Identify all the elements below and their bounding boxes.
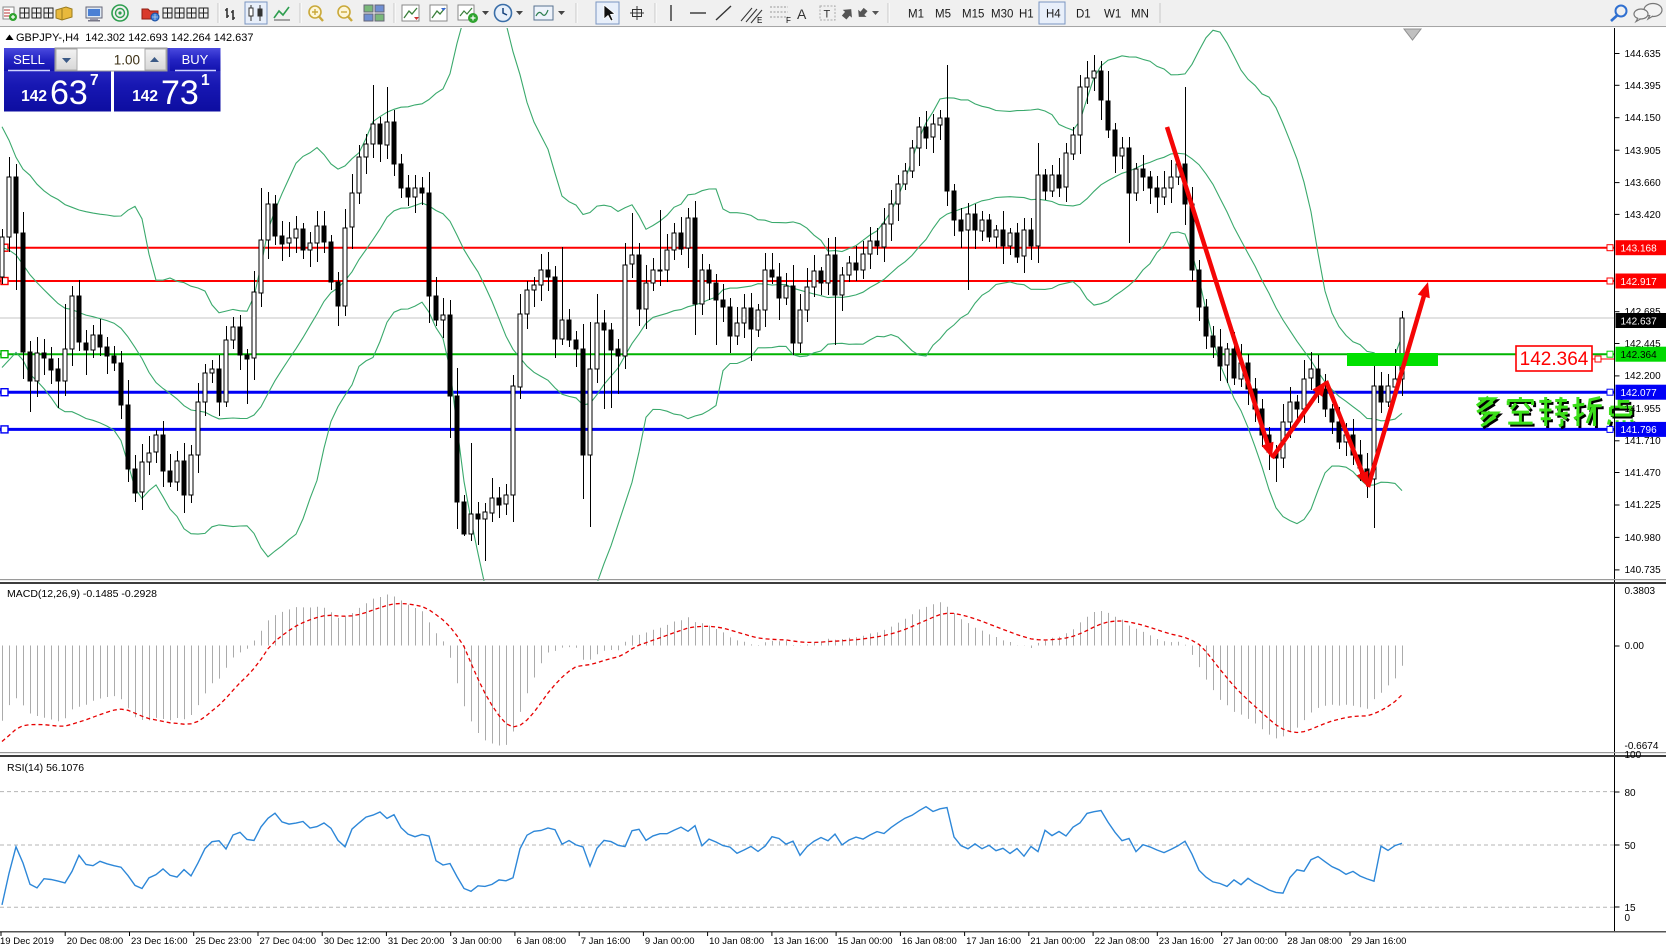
svg-text:141.796: 141.796	[1621, 425, 1658, 436]
svg-text:63: 63	[50, 74, 88, 112]
svg-text:141.470: 141.470	[1625, 468, 1662, 479]
svg-text:143.168: 143.168	[1621, 244, 1658, 255]
svg-text:6 Jan 08:00: 6 Jan 08:00	[516, 936, 566, 947]
svg-text:22 Jan 08:00: 22 Jan 08:00	[1095, 936, 1150, 947]
svg-text:20 Dec 08:00: 20 Dec 08:00	[67, 936, 124, 947]
svg-text:9 Jan 00:00: 9 Jan 00:00	[645, 936, 695, 947]
svg-text:142.200: 142.200	[1625, 371, 1662, 382]
svg-text:23 Jan 16:00: 23 Jan 16:00	[1159, 936, 1214, 947]
svg-text:23 Dec 16:00: 23 Dec 16:00	[131, 936, 188, 947]
svg-text:21 Jan 00:00: 21 Jan 00:00	[1030, 936, 1085, 947]
svg-text:144.635: 144.635	[1625, 49, 1662, 60]
svg-text:28 Jan 08:00: 28 Jan 08:00	[1287, 936, 1342, 947]
svg-text:50: 50	[1625, 841, 1637, 852]
svg-text:27 Jan 00:00: 27 Jan 00:00	[1223, 936, 1278, 947]
svg-text:29 Jan 16:00: 29 Jan 16:00	[1352, 936, 1407, 947]
svg-text:M1: M1	[908, 9, 924, 21]
svg-text:0: 0	[1625, 913, 1631, 924]
svg-text:143.905: 143.905	[1625, 146, 1662, 157]
svg-text:1.00: 1.00	[114, 53, 140, 68]
svg-text:F: F	[786, 16, 791, 25]
svg-text:A: A	[797, 6, 807, 22]
svg-text:142: 142	[21, 88, 47, 105]
svg-text:142.637: 142.637	[1621, 316, 1658, 327]
svg-text:142: 142	[132, 88, 158, 105]
svg-text:144.395: 144.395	[1625, 81, 1662, 92]
svg-text:MN: MN	[1131, 9, 1149, 21]
svg-text:D1: D1	[1076, 9, 1091, 21]
svg-text:M5: M5	[935, 9, 951, 21]
svg-text:142.917: 142.917	[1621, 277, 1658, 288]
svg-text:25 Dec 23:00: 25 Dec 23:00	[195, 936, 252, 947]
svg-text:19 Dec 2019: 19 Dec 2019	[0, 936, 54, 947]
svg-text:M15: M15	[962, 9, 984, 21]
svg-text:142.077: 142.077	[1621, 388, 1658, 399]
svg-text:80: 80	[1625, 788, 1637, 799]
svg-text:7 Jan 16:00: 7 Jan 16:00	[581, 936, 631, 947]
svg-text:142.364: 142.364	[1621, 350, 1658, 361]
svg-text:15: 15	[1625, 903, 1637, 914]
svg-text:13 Jan 16:00: 13 Jan 16:00	[773, 936, 828, 947]
svg-text:27 Dec 04:00: 27 Dec 04:00	[260, 936, 317, 947]
svg-text:141.710: 141.710	[1625, 436, 1662, 447]
svg-text:SELL: SELL	[13, 52, 45, 67]
svg-text:142.445: 142.445	[1625, 339, 1662, 350]
svg-text:141.955: 141.955	[1625, 404, 1662, 415]
svg-text:T: T	[824, 9, 831, 21]
svg-text:144.150: 144.150	[1625, 113, 1662, 124]
svg-text:31 Dec 20:00: 31 Dec 20:00	[388, 936, 445, 947]
svg-text:H4: H4	[1046, 9, 1061, 21]
svg-text:GBPJPY-,H4 142.302 142.693 14: GBPJPY-,H4 142.302 142.693 142.264 142.6…	[16, 32, 254, 44]
svg-text:73: 73	[161, 74, 199, 112]
svg-text:MACD(12,26,9) -0.1485 -0.2928: MACD(12,26,9) -0.1485 -0.2928	[7, 588, 157, 600]
svg-text:15 Jan 00:00: 15 Jan 00:00	[838, 936, 893, 947]
svg-text:0.3803: 0.3803	[1625, 586, 1656, 597]
svg-text:0.00: 0.00	[1625, 641, 1645, 652]
svg-text:30 Dec 12:00: 30 Dec 12:00	[324, 936, 381, 947]
svg-text:142.364: 142.364	[1520, 349, 1589, 370]
svg-text:142.685: 142.685	[1625, 307, 1662, 318]
svg-text:W1: W1	[1104, 9, 1121, 21]
svg-text:143.660: 143.660	[1625, 178, 1662, 189]
svg-text:3 Jan 00:00: 3 Jan 00:00	[452, 936, 502, 947]
svg-text:-0.6674: -0.6674	[1625, 741, 1659, 752]
svg-text:M30: M30	[991, 9, 1013, 21]
svg-text:16 Jan 08:00: 16 Jan 08:00	[902, 936, 957, 947]
svg-text:H1: H1	[1019, 9, 1034, 21]
svg-text:RSI(14) 56.1076: RSI(14) 56.1076	[7, 762, 84, 774]
svg-text:141.225: 141.225	[1625, 500, 1662, 511]
svg-text:140.980: 140.980	[1625, 533, 1662, 544]
svg-text:17 Jan 16:00: 17 Jan 16:00	[966, 936, 1021, 947]
svg-text:140.735: 140.735	[1625, 565, 1662, 576]
svg-text:143.420: 143.420	[1625, 210, 1662, 221]
svg-text:100: 100	[1625, 750, 1642, 761]
svg-text:E: E	[757, 16, 762, 25]
svg-text:BUY: BUY	[182, 52, 209, 67]
svg-text:1: 1	[201, 72, 210, 89]
svg-text:7: 7	[90, 72, 99, 89]
svg-text:10 Jan 08:00: 10 Jan 08:00	[709, 936, 764, 947]
